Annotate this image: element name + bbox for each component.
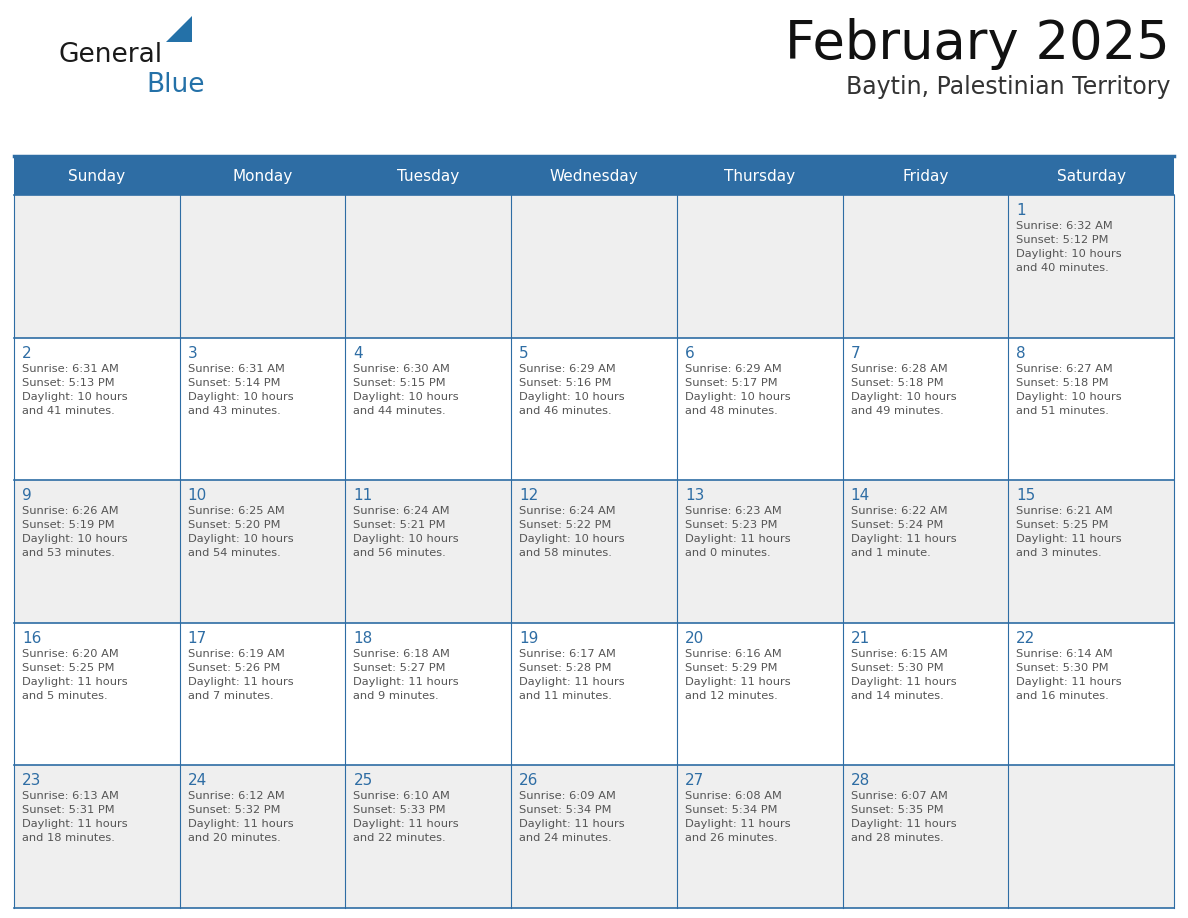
Text: Sunrise: 6:24 AM
Sunset: 5:21 PM
Daylight: 10 hours
and 56 minutes.: Sunrise: 6:24 AM Sunset: 5:21 PM Dayligh… — [353, 506, 459, 558]
Text: Sunrise: 6:17 AM
Sunset: 5:28 PM
Daylight: 11 hours
and 11 minutes.: Sunrise: 6:17 AM Sunset: 5:28 PM Dayligh… — [519, 649, 625, 700]
Text: Baytin, Palestinian Territory: Baytin, Palestinian Territory — [846, 75, 1170, 99]
Text: Sunrise: 6:22 AM
Sunset: 5:24 PM
Daylight: 11 hours
and 1 minute.: Sunrise: 6:22 AM Sunset: 5:24 PM Dayligh… — [851, 506, 956, 558]
Text: Sunrise: 6:21 AM
Sunset: 5:25 PM
Daylight: 11 hours
and 3 minutes.: Sunrise: 6:21 AM Sunset: 5:25 PM Dayligh… — [1016, 506, 1121, 558]
Text: 4: 4 — [353, 345, 364, 361]
Text: Sunday: Sunday — [68, 169, 126, 184]
Text: 14: 14 — [851, 488, 870, 503]
Text: Sunrise: 6:07 AM
Sunset: 5:35 PM
Daylight: 11 hours
and 28 minutes.: Sunrise: 6:07 AM Sunset: 5:35 PM Dayligh… — [851, 791, 956, 844]
Text: 24: 24 — [188, 773, 207, 789]
Text: Sunrise: 6:16 AM
Sunset: 5:29 PM
Daylight: 11 hours
and 12 minutes.: Sunrise: 6:16 AM Sunset: 5:29 PM Dayligh… — [684, 649, 790, 700]
Text: 6: 6 — [684, 345, 695, 361]
Text: 8: 8 — [1016, 345, 1026, 361]
Text: Sunrise: 6:20 AM
Sunset: 5:25 PM
Daylight: 11 hours
and 5 minutes.: Sunrise: 6:20 AM Sunset: 5:25 PM Dayligh… — [23, 649, 127, 700]
Text: 9: 9 — [23, 488, 32, 503]
Text: 7: 7 — [851, 345, 860, 361]
Text: 16: 16 — [23, 631, 42, 645]
Text: 13: 13 — [684, 488, 704, 503]
Text: 5: 5 — [519, 345, 529, 361]
Text: 11: 11 — [353, 488, 373, 503]
Text: Sunrise: 6:19 AM
Sunset: 5:26 PM
Daylight: 11 hours
and 7 minutes.: Sunrise: 6:19 AM Sunset: 5:26 PM Dayligh… — [188, 649, 293, 700]
Text: 15: 15 — [1016, 488, 1036, 503]
Text: 18: 18 — [353, 631, 373, 645]
Text: Sunrise: 6:31 AM
Sunset: 5:13 PM
Daylight: 10 hours
and 41 minutes.: Sunrise: 6:31 AM Sunset: 5:13 PM Dayligh… — [23, 364, 127, 416]
Text: 22: 22 — [1016, 631, 1036, 645]
Text: Sunrise: 6:26 AM
Sunset: 5:19 PM
Daylight: 10 hours
and 53 minutes.: Sunrise: 6:26 AM Sunset: 5:19 PM Dayligh… — [23, 506, 127, 558]
Text: Sunrise: 6:23 AM
Sunset: 5:23 PM
Daylight: 11 hours
and 0 minutes.: Sunrise: 6:23 AM Sunset: 5:23 PM Dayligh… — [684, 506, 790, 558]
Text: Sunrise: 6:13 AM
Sunset: 5:31 PM
Daylight: 11 hours
and 18 minutes.: Sunrise: 6:13 AM Sunset: 5:31 PM Dayligh… — [23, 791, 127, 844]
Text: 28: 28 — [851, 773, 870, 789]
Text: 3: 3 — [188, 345, 197, 361]
Text: Tuesday: Tuesday — [397, 169, 460, 184]
Text: February 2025: February 2025 — [785, 18, 1170, 70]
Bar — [14, 195, 1174, 338]
Text: Sunrise: 6:30 AM
Sunset: 5:15 PM
Daylight: 10 hours
and 44 minutes.: Sunrise: 6:30 AM Sunset: 5:15 PM Dayligh… — [353, 364, 459, 416]
Text: Sunrise: 6:28 AM
Sunset: 5:18 PM
Daylight: 10 hours
and 49 minutes.: Sunrise: 6:28 AM Sunset: 5:18 PM Dayligh… — [851, 364, 956, 416]
Text: Thursday: Thursday — [725, 169, 795, 184]
Bar — [14, 157, 1174, 195]
Text: Sunrise: 6:31 AM
Sunset: 5:14 PM
Daylight: 10 hours
and 43 minutes.: Sunrise: 6:31 AM Sunset: 5:14 PM Dayligh… — [188, 364, 293, 416]
Text: Sunrise: 6:29 AM
Sunset: 5:17 PM
Daylight: 10 hours
and 48 minutes.: Sunrise: 6:29 AM Sunset: 5:17 PM Dayligh… — [684, 364, 790, 416]
Text: 12: 12 — [519, 488, 538, 503]
Text: 23: 23 — [23, 773, 42, 789]
Text: 25: 25 — [353, 773, 373, 789]
Text: Sunrise: 6:09 AM
Sunset: 5:34 PM
Daylight: 11 hours
and 24 minutes.: Sunrise: 6:09 AM Sunset: 5:34 PM Dayligh… — [519, 791, 625, 844]
Text: Sunrise: 6:10 AM
Sunset: 5:33 PM
Daylight: 11 hours
and 22 minutes.: Sunrise: 6:10 AM Sunset: 5:33 PM Dayligh… — [353, 791, 459, 844]
Text: 19: 19 — [519, 631, 538, 645]
Bar — [14, 338, 1174, 480]
Text: 10: 10 — [188, 488, 207, 503]
Text: Monday: Monday — [233, 169, 292, 184]
Text: 26: 26 — [519, 773, 538, 789]
Text: 20: 20 — [684, 631, 704, 645]
Text: Sunrise: 6:24 AM
Sunset: 5:22 PM
Daylight: 10 hours
and 58 minutes.: Sunrise: 6:24 AM Sunset: 5:22 PM Dayligh… — [519, 506, 625, 558]
Text: Saturday: Saturday — [1056, 169, 1126, 184]
Text: Sunrise: 6:14 AM
Sunset: 5:30 PM
Daylight: 11 hours
and 16 minutes.: Sunrise: 6:14 AM Sunset: 5:30 PM Dayligh… — [1016, 649, 1121, 700]
Text: Sunrise: 6:32 AM
Sunset: 5:12 PM
Daylight: 10 hours
and 40 minutes.: Sunrise: 6:32 AM Sunset: 5:12 PM Dayligh… — [1016, 221, 1121, 273]
Text: Sunrise: 6:18 AM
Sunset: 5:27 PM
Daylight: 11 hours
and 9 minutes.: Sunrise: 6:18 AM Sunset: 5:27 PM Dayligh… — [353, 649, 459, 700]
Bar — [14, 622, 1174, 766]
Text: Sunrise: 6:29 AM
Sunset: 5:16 PM
Daylight: 10 hours
and 46 minutes.: Sunrise: 6:29 AM Sunset: 5:16 PM Dayligh… — [519, 364, 625, 416]
Text: 1: 1 — [1016, 203, 1026, 218]
Text: Sunrise: 6:25 AM
Sunset: 5:20 PM
Daylight: 10 hours
and 54 minutes.: Sunrise: 6:25 AM Sunset: 5:20 PM Dayligh… — [188, 506, 293, 558]
Bar — [14, 480, 1174, 622]
Polygon shape — [166, 16, 192, 42]
Text: 17: 17 — [188, 631, 207, 645]
Text: Friday: Friday — [902, 169, 948, 184]
Bar — [14, 766, 1174, 908]
Text: Sunrise: 6:08 AM
Sunset: 5:34 PM
Daylight: 11 hours
and 26 minutes.: Sunrise: 6:08 AM Sunset: 5:34 PM Dayligh… — [684, 791, 790, 844]
Text: 2: 2 — [23, 345, 32, 361]
Text: 27: 27 — [684, 773, 704, 789]
Text: Sunrise: 6:27 AM
Sunset: 5:18 PM
Daylight: 10 hours
and 51 minutes.: Sunrise: 6:27 AM Sunset: 5:18 PM Dayligh… — [1016, 364, 1121, 416]
Text: Sunrise: 6:12 AM
Sunset: 5:32 PM
Daylight: 11 hours
and 20 minutes.: Sunrise: 6:12 AM Sunset: 5:32 PM Dayligh… — [188, 791, 293, 844]
Text: 21: 21 — [851, 631, 870, 645]
Text: Blue: Blue — [146, 72, 204, 98]
Text: General: General — [58, 42, 162, 68]
Text: Wednesday: Wednesday — [550, 169, 638, 184]
Text: Sunrise: 6:15 AM
Sunset: 5:30 PM
Daylight: 11 hours
and 14 minutes.: Sunrise: 6:15 AM Sunset: 5:30 PM Dayligh… — [851, 649, 956, 700]
